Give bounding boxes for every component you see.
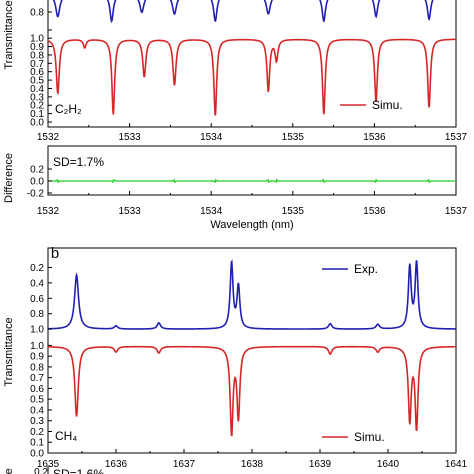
legend-label-simu: Simu. bbox=[372, 98, 403, 112]
y-tick-label: 0.7 bbox=[30, 373, 44, 384]
molecule-label-c2h2: C₂H₂ bbox=[55, 102, 82, 116]
y-tick-label: 0.4 bbox=[30, 84, 44, 95]
y-tick-label: -0.2 bbox=[27, 189, 45, 200]
y-tick-label: 1.0 bbox=[30, 34, 44, 45]
x-tick-label: 1534 bbox=[200, 206, 223, 217]
y-tick-label: 0.5 bbox=[30, 395, 44, 406]
x-tick-label: 1637 bbox=[173, 459, 196, 470]
y-tick-label: 0.0 bbox=[30, 118, 44, 129]
y-tick-label: 0.3 bbox=[30, 416, 44, 427]
y-tick-label: 0.2 bbox=[34, 467, 48, 474]
y-tick-label: 0.1 bbox=[30, 109, 44, 120]
x-tick-label: 1537 bbox=[445, 132, 468, 143]
x-tick-label: 1533 bbox=[118, 132, 141, 143]
y-tick-label: 0.5 bbox=[30, 76, 44, 87]
x-tick-label: 1535 bbox=[282, 206, 305, 217]
y-tick-label: 0.8 bbox=[30, 8, 44, 19]
y-tick-label: 0.2 bbox=[30, 101, 44, 112]
molecule-label-ch4: CH₄ bbox=[55, 429, 77, 443]
y-tick-label: 0.8 bbox=[30, 362, 44, 373]
y-tick-label: 0.9 bbox=[30, 42, 44, 53]
legend-label-exp: Exp. bbox=[354, 262, 378, 276]
x-tick-label: 1535 bbox=[282, 132, 305, 143]
x-tick-label: 1640 bbox=[377, 459, 400, 470]
sd-label-c2h2: SD=1.7% bbox=[53, 155, 104, 169]
y-axis-label: Transmittance bbox=[3, 317, 15, 386]
y-axis-label: Transmittance bbox=[3, 0, 15, 69]
y-tick-label: 0.2 bbox=[30, 263, 44, 274]
x-tick-label: 1533 bbox=[118, 206, 141, 217]
y-tick-label: 0.6 bbox=[30, 384, 44, 395]
x-tick-label: 1532 bbox=[37, 206, 60, 217]
y-axis-label: ce bbox=[3, 468, 15, 474]
x-axis-label: Wavelength (nm) bbox=[210, 219, 293, 231]
panel-b-frame bbox=[47, 247, 457, 454]
x-tick-label: 1537 bbox=[445, 206, 468, 217]
x-tick-label: 1534 bbox=[200, 132, 223, 143]
y-tick-label: 0.0 bbox=[30, 449, 44, 460]
y-tick-label: 0.4 bbox=[30, 405, 44, 416]
x-tick-label: 1636 bbox=[105, 459, 128, 470]
legend-label-simu: Simu. bbox=[354, 430, 385, 444]
x-tick-label: 1536 bbox=[363, 132, 386, 143]
exp-series-line-c2h2 bbox=[52, 0, 434, 24]
x-tick-label: 1635 bbox=[37, 459, 60, 470]
y-tick-label: 0.6 bbox=[30, 294, 44, 305]
y-tick-label: 0.7 bbox=[30, 59, 44, 70]
y-tick-label: 0.8 bbox=[30, 309, 44, 320]
y-tick-label: 0.8 bbox=[30, 50, 44, 61]
x-tick-label: 1638 bbox=[241, 459, 264, 470]
y-tick-label: 0.3 bbox=[30, 92, 44, 103]
y-tick-label: 0.2 bbox=[30, 427, 44, 438]
y-tick-label: 0.4 bbox=[30, 278, 44, 289]
y-tick-label: 0.9 bbox=[30, 352, 44, 363]
panel-b-label: b bbox=[51, 245, 59, 262]
simu-series-line-ch4 bbox=[47, 345, 457, 437]
x-tick-label: 1536 bbox=[363, 206, 386, 217]
simu-series-line-c2h2 bbox=[47, 38, 457, 116]
x-tick-label: 1641 bbox=[445, 459, 468, 470]
y-tick-label: 1.0 bbox=[30, 325, 44, 336]
sd-label-ch4: SD=1.6% bbox=[53, 467, 104, 474]
difference-series-line bbox=[48, 178, 456, 184]
y-tick-label: 0.0 bbox=[30, 177, 44, 188]
y-tick-label: 0.1 bbox=[30, 438, 44, 449]
y-tick-label: 0.2 bbox=[30, 165, 44, 176]
exp-series-line-ch4 bbox=[47, 259, 456, 330]
x-tick-label: 1532 bbox=[37, 132, 60, 143]
x-tick-label: 1639 bbox=[309, 459, 332, 470]
y-tick-label: 1.0 bbox=[30, 341, 44, 352]
y-tick-label: 0.6 bbox=[30, 67, 44, 78]
y-axis-label: Difference bbox=[3, 153, 15, 203]
difference-panel-frame bbox=[47, 145, 457, 196]
